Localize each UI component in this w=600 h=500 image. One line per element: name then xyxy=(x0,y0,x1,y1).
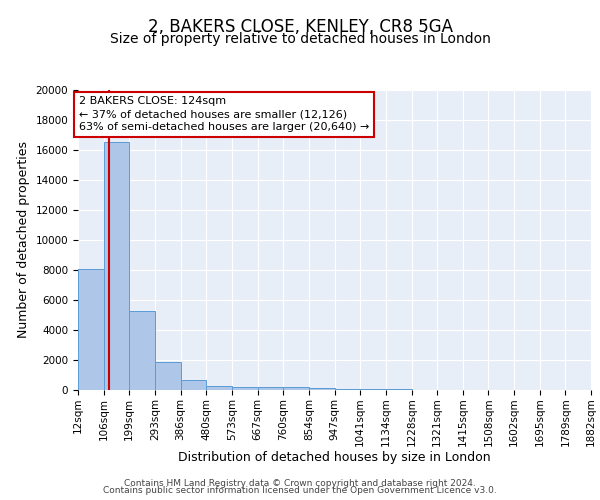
Text: Size of property relative to detached houses in London: Size of property relative to detached ho… xyxy=(110,32,490,46)
Text: Contains public sector information licensed under the Open Government Licence v3: Contains public sector information licen… xyxy=(103,486,497,495)
Y-axis label: Number of detached properties: Number of detached properties xyxy=(17,142,30,338)
Bar xyxy=(309,388,335,390)
Text: 2, BAKERS CLOSE, KENLEY, CR8 5GA: 2, BAKERS CLOSE, KENLEY, CR8 5GA xyxy=(148,18,452,36)
Text: Contains HM Land Registry data © Crown copyright and database right 2024.: Contains HM Land Registry data © Crown c… xyxy=(124,478,476,488)
Bar xyxy=(130,310,155,390)
Bar xyxy=(232,386,257,390)
Bar xyxy=(104,142,130,390)
X-axis label: Distribution of detached houses by size in London: Distribution of detached houses by size … xyxy=(178,450,491,464)
Bar xyxy=(181,380,206,390)
Bar xyxy=(360,389,386,390)
Text: 2 BAKERS CLOSE: 124sqm
← 37% of detached houses are smaller (12,126)
63% of semi: 2 BAKERS CLOSE: 124sqm ← 37% of detached… xyxy=(79,96,369,132)
Bar xyxy=(257,387,283,390)
Bar xyxy=(283,388,309,390)
Bar xyxy=(206,386,232,390)
Bar xyxy=(335,389,360,390)
Bar xyxy=(155,362,181,390)
Bar xyxy=(78,268,104,390)
